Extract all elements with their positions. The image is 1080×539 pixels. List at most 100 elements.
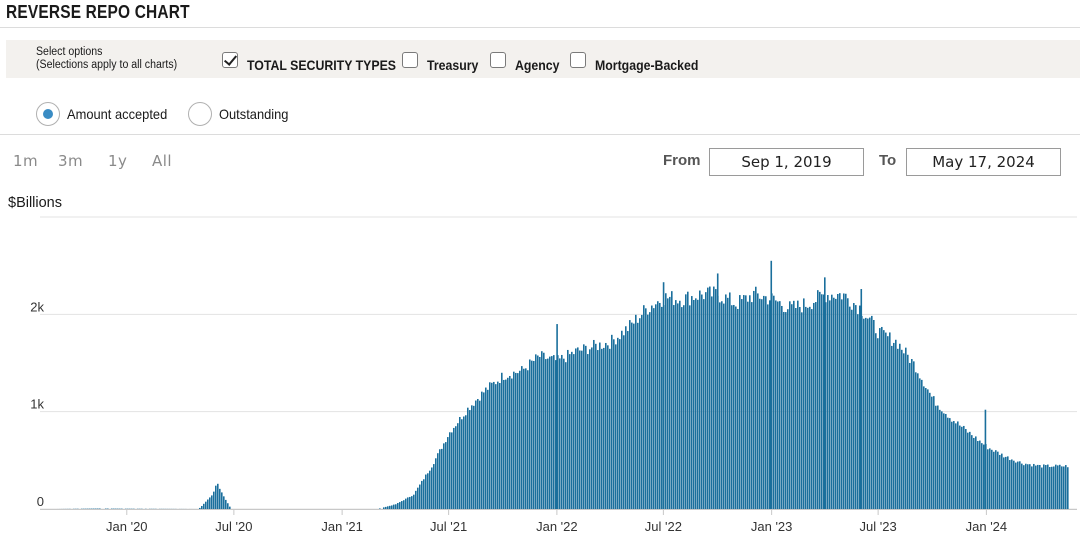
bar: [199, 507, 201, 509]
bar: [201, 505, 203, 509]
options-bar: Select options (Selections apply to all …: [6, 40, 1080, 78]
bar: [811, 309, 813, 509]
bar: [523, 368, 525, 509]
section-divider: [0, 134, 1080, 135]
bar: [773, 295, 775, 509]
bar: [481, 391, 483, 509]
bar: [1033, 463, 1035, 509]
range-button-1y[interactable]: 1y: [108, 152, 128, 170]
bar: [511, 378, 513, 509]
bar: [899, 343, 901, 509]
checkbox-treasury[interactable]: Treasury: [402, 47, 485, 73]
bar: [487, 389, 489, 509]
bar: [503, 379, 505, 509]
checkbox-agency[interactable]: Agency: [490, 47, 566, 73]
bar: [561, 354, 563, 509]
bar: [577, 347, 579, 509]
bar: [553, 355, 555, 509]
bar: [657, 301, 659, 509]
bar: [957, 421, 959, 509]
bar: [623, 335, 625, 509]
bar: [1025, 463, 1027, 509]
radio-label-outstanding[interactable]: Outstanding: [218, 106, 289, 122]
bar: [753, 290, 755, 509]
bar: [673, 305, 675, 509]
bar: [407, 497, 409, 509]
bar: [945, 413, 947, 509]
radio-outstanding[interactable]: [187, 102, 212, 126]
bar: [655, 304, 657, 509]
bar: [621, 330, 623, 509]
bar: [465, 415, 467, 509]
bar: [223, 496, 225, 509]
bar: [801, 312, 803, 509]
bar: [795, 308, 797, 509]
checkbox-box[interactable]: [402, 52, 418, 68]
bar: [671, 291, 673, 509]
bar: [647, 314, 649, 509]
bar: [495, 384, 497, 509]
bar: [515, 372, 517, 509]
select-options-label: Select options (Selections apply to all …: [36, 46, 177, 72]
bar: [959, 425, 961, 509]
bar: [835, 298, 837, 509]
checkbox-box[interactable]: [570, 52, 586, 68]
bar: [943, 413, 945, 509]
bar: [1067, 467, 1069, 509]
y-tick-label: 1k: [30, 397, 44, 412]
bar: [751, 302, 753, 509]
bar: [981, 443, 983, 509]
bar: [649, 312, 651, 509]
checkbox-box[interactable]: [222, 52, 238, 68]
bar: [1043, 464, 1045, 509]
y-tick-label: 0: [37, 494, 44, 509]
checkbox-label: Mortgage-Backed: [595, 57, 699, 73]
range-button-1m[interactable]: 1m: [13, 152, 39, 170]
from-date-input[interactable]: Sep 1, 2019: [709, 148, 864, 176]
x-tick-label: Jul '20: [215, 519, 252, 534]
bar: [469, 410, 471, 509]
bar: [1065, 465, 1067, 509]
checkbox-box[interactable]: [490, 52, 506, 68]
radio-amount-accepted[interactable]: [36, 102, 60, 126]
bar: [785, 312, 787, 509]
bar: [1035, 465, 1037, 509]
select-options-title: Select options: [36, 46, 103, 58]
bar: [591, 347, 593, 509]
bar: [419, 484, 421, 509]
bar: [1057, 465, 1059, 509]
x-tick-label: Jul '23: [860, 519, 897, 534]
bar: [569, 354, 571, 509]
bar: [527, 370, 529, 509]
bar: [1031, 466, 1033, 509]
range-button-3m[interactable]: 3m: [58, 152, 84, 170]
bar: [1059, 464, 1061, 509]
checkbox-total-security-types[interactable]: TOTAL SECURITY TYPES: [222, 47, 416, 73]
bar: [847, 298, 849, 509]
bar: [849, 306, 851, 509]
bar: [701, 294, 703, 509]
bar: [775, 300, 777, 509]
bar: [627, 331, 629, 509]
bar: [431, 467, 433, 509]
bar: [1011, 459, 1013, 509]
to-date-input[interactable]: May 17, 2024: [906, 148, 1061, 176]
bar: [675, 300, 677, 509]
bar: [741, 299, 743, 509]
bar: [973, 437, 975, 509]
bar: [947, 417, 949, 509]
bar: [977, 441, 979, 509]
bar: [587, 354, 589, 509]
bar: [767, 304, 769, 509]
bar: [403, 500, 405, 509]
checkbox-mortgage-backed[interactable]: Mortgage-Backed: [570, 47, 712, 73]
radio-label-amount-accepted[interactable]: Amount accepted: [67, 106, 168, 122]
range-button-all[interactable]: All: [152, 152, 173, 170]
bar: [971, 435, 973, 509]
bar: [693, 300, 695, 509]
bar: [405, 498, 407, 509]
bar: [611, 334, 613, 509]
bar: [867, 318, 869, 509]
bar: [501, 372, 503, 509]
bar: [447, 437, 449, 509]
